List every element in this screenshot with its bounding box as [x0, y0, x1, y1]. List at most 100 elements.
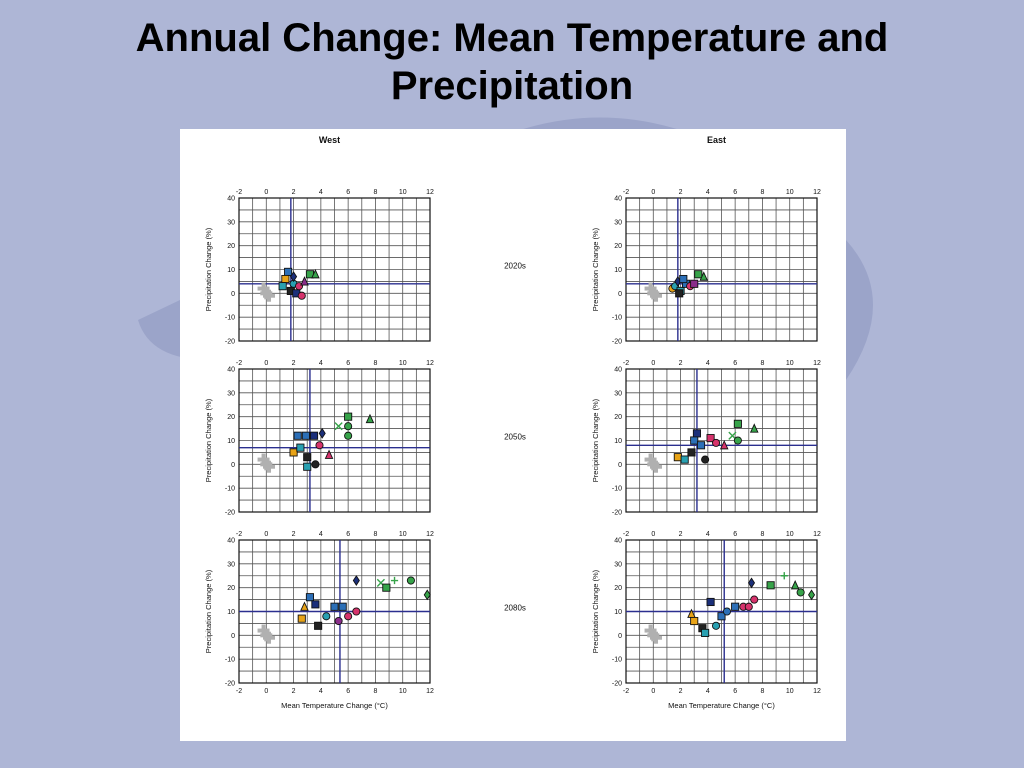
model-point-square	[301, 431, 310, 440]
row-label-2050s: 2050s	[504, 433, 526, 442]
model-point-square	[382, 583, 391, 592]
model-point-square	[303, 462, 312, 471]
y-tick-label: 40	[227, 367, 235, 374]
model-point-triangle	[749, 423, 759, 433]
x-tick-label: 8	[760, 189, 764, 196]
observed-marker	[651, 287, 656, 300]
model-point-square	[297, 614, 306, 623]
x-tick-label: 4	[706, 531, 710, 538]
x-tick-label: 0	[264, 360, 268, 367]
model-point-triangle	[790, 580, 800, 590]
model-point-triangle	[719, 439, 729, 450]
model-point-square	[733, 419, 742, 428]
x-tick-label-bottom: 0	[651, 688, 655, 695]
model-point-triangle	[300, 276, 309, 286]
panel-east-2080s	[625, 539, 818, 684]
model-point-square	[278, 282, 287, 291]
observed-marker	[654, 460, 659, 473]
x-tick-label: 2	[679, 360, 683, 367]
x-tick-label: 12	[813, 531, 821, 538]
model-point-square	[309, 431, 319, 440]
x-tick-label: 10	[786, 531, 794, 538]
slide-title: Annual Change: Mean Temperature and Prec…	[0, 14, 1024, 110]
model-point-square	[717, 612, 726, 621]
observed-marker	[261, 624, 266, 637]
x-tick-label-bottom: 2	[679, 688, 683, 695]
x-axis-label: Mean Temperature Change (°C)	[281, 701, 388, 710]
x-tick-label: 10	[786, 360, 794, 367]
x-tick-label: 2	[679, 189, 683, 196]
model-point-plus	[390, 576, 399, 585]
x-tick-label: 4	[319, 360, 323, 367]
model-point-square	[675, 289, 684, 298]
model-point-diamond	[747, 577, 756, 589]
y-tick-label: -20	[225, 510, 235, 517]
model-point-square	[330, 602, 339, 611]
x-tick-label-bottom: 10	[786, 688, 794, 695]
panel-west-2020s	[238, 197, 431, 342]
model-point-square	[680, 455, 689, 464]
y-tick-label: 0	[231, 291, 235, 298]
y-tick-label: 40	[614, 196, 622, 203]
y-tick-label: 10	[614, 267, 622, 274]
model-point-square	[281, 274, 290, 284]
y-tick-label: 30	[227, 390, 235, 397]
model-point-square	[289, 448, 298, 457]
model-point-square	[311, 600, 320, 609]
model-point-circle	[744, 602, 753, 611]
y-tick-label: 20	[614, 585, 622, 592]
watermark-arc-right	[846, 240, 873, 380]
model-point-circle	[733, 436, 742, 445]
y-tick-label: 30	[614, 561, 622, 568]
model-point-circle	[322, 612, 331, 621]
y-tick-label: 0	[618, 462, 622, 469]
model-point-diamond	[290, 271, 298, 283]
x-tick-label-bottom: 6	[733, 688, 737, 695]
model-point-circle	[750, 595, 759, 604]
model-point-circle	[297, 291, 306, 300]
y-tick-label: 10	[227, 438, 235, 445]
observed-marker	[267, 631, 272, 644]
y-axis-label: Precipitation Change (%)	[591, 569, 600, 653]
x-tick-label: 10	[786, 189, 794, 196]
y-tick-label: -20	[612, 339, 622, 346]
model-point-square	[687, 448, 696, 457]
y-tick-label: 20	[614, 414, 622, 421]
model-point-plus	[780, 572, 788, 580]
x-tick-label-bottom: 6	[346, 688, 350, 695]
x-tick-label-bottom: 0	[264, 688, 268, 695]
y-axis-label: Precipitation Change (%)	[591, 227, 600, 311]
x-tick-label: 8	[760, 531, 764, 538]
panel-east-2050s	[625, 368, 818, 513]
x-tick-label: 10	[399, 189, 407, 196]
y-axis-label: Precipitation Change (%)	[204, 569, 213, 653]
x-tick-label: 6	[733, 360, 737, 367]
x-tick-label: -2	[236, 360, 242, 367]
x-tick-label: 12	[813, 360, 821, 367]
y-axis-label: Precipitation Change (%)	[204, 398, 213, 482]
x-tick-label-bottom: 10	[399, 688, 407, 695]
model-point-circle	[311, 460, 320, 469]
model-point-square	[696, 441, 706, 450]
model-point-square	[692, 429, 701, 438]
model-point-square	[766, 581, 775, 590]
observed-marker	[654, 289, 659, 302]
y-tick-label: 40	[614, 538, 622, 545]
x-tick-label: -2	[236, 189, 242, 196]
x-tick-label: 8	[760, 360, 764, 367]
x-tick-label: 10	[399, 531, 407, 538]
x-tick-label: 4	[706, 189, 710, 196]
observed-marker	[261, 282, 266, 295]
y-tick-label: -20	[612, 681, 622, 688]
x-axis-label: Mean Temperature Change (°C)	[668, 701, 775, 710]
x-tick-label: 2	[292, 360, 296, 367]
model-point-square	[694, 270, 703, 279]
y-tick-label: 0	[618, 291, 622, 298]
y-tick-label: 30	[227, 219, 235, 226]
plot-frame	[238, 368, 431, 513]
y-tick-label: 20	[614, 243, 622, 250]
x-tick-label: 4	[706, 360, 710, 367]
y-tick-label: -10	[612, 486, 622, 493]
y-tick-label: -10	[612, 657, 622, 664]
